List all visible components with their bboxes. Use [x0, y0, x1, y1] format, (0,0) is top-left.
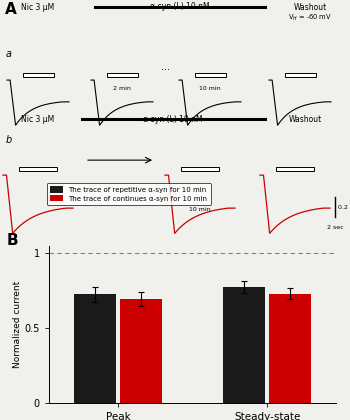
Legend: The trace of repetitive α-syn for 10 min, The trace of continues α-syn for 10 mi: The trace of repetitive α-syn for 10 min…: [47, 183, 211, 205]
Bar: [270, 294, 311, 403]
Bar: [22, 73, 54, 77]
Bar: [19, 167, 57, 171]
Bar: [120, 299, 161, 403]
Text: 2 min: 2 min: [113, 86, 131, 91]
Text: ...: ...: [161, 62, 170, 72]
Text: Nic 3 μM: Nic 3 μM: [21, 3, 55, 12]
Text: b: b: [6, 135, 12, 145]
Bar: [195, 73, 225, 77]
Text: 0.2 nA: 0.2 nA: [338, 205, 350, 210]
Bar: [74, 294, 116, 403]
Bar: [276, 167, 314, 171]
Bar: [106, 73, 138, 77]
Text: 2 sec: 2 sec: [327, 225, 343, 230]
Bar: [285, 73, 315, 77]
Text: 10 min: 10 min: [199, 86, 221, 91]
Text: α-syn (L) 10 nM: α-syn (L) 10 nM: [150, 2, 210, 11]
Text: α-syn (L) 10 nM: α-syn (L) 10 nM: [143, 115, 203, 124]
Text: Washout: Washout: [293, 3, 327, 12]
Bar: [224, 287, 265, 403]
Text: Washout: Washout: [288, 115, 322, 124]
Text: A: A: [5, 2, 17, 17]
Text: 10 min: 10 min: [189, 207, 211, 212]
Text: a: a: [6, 49, 12, 59]
Text: Nic 3 μM: Nic 3 μM: [21, 115, 55, 124]
Y-axis label: Normalized current: Normalized current: [13, 281, 22, 368]
Text: V$_H$ = -60 mV: V$_H$ = -60 mV: [288, 13, 332, 23]
Text: B: B: [7, 233, 19, 248]
Bar: [181, 167, 219, 171]
